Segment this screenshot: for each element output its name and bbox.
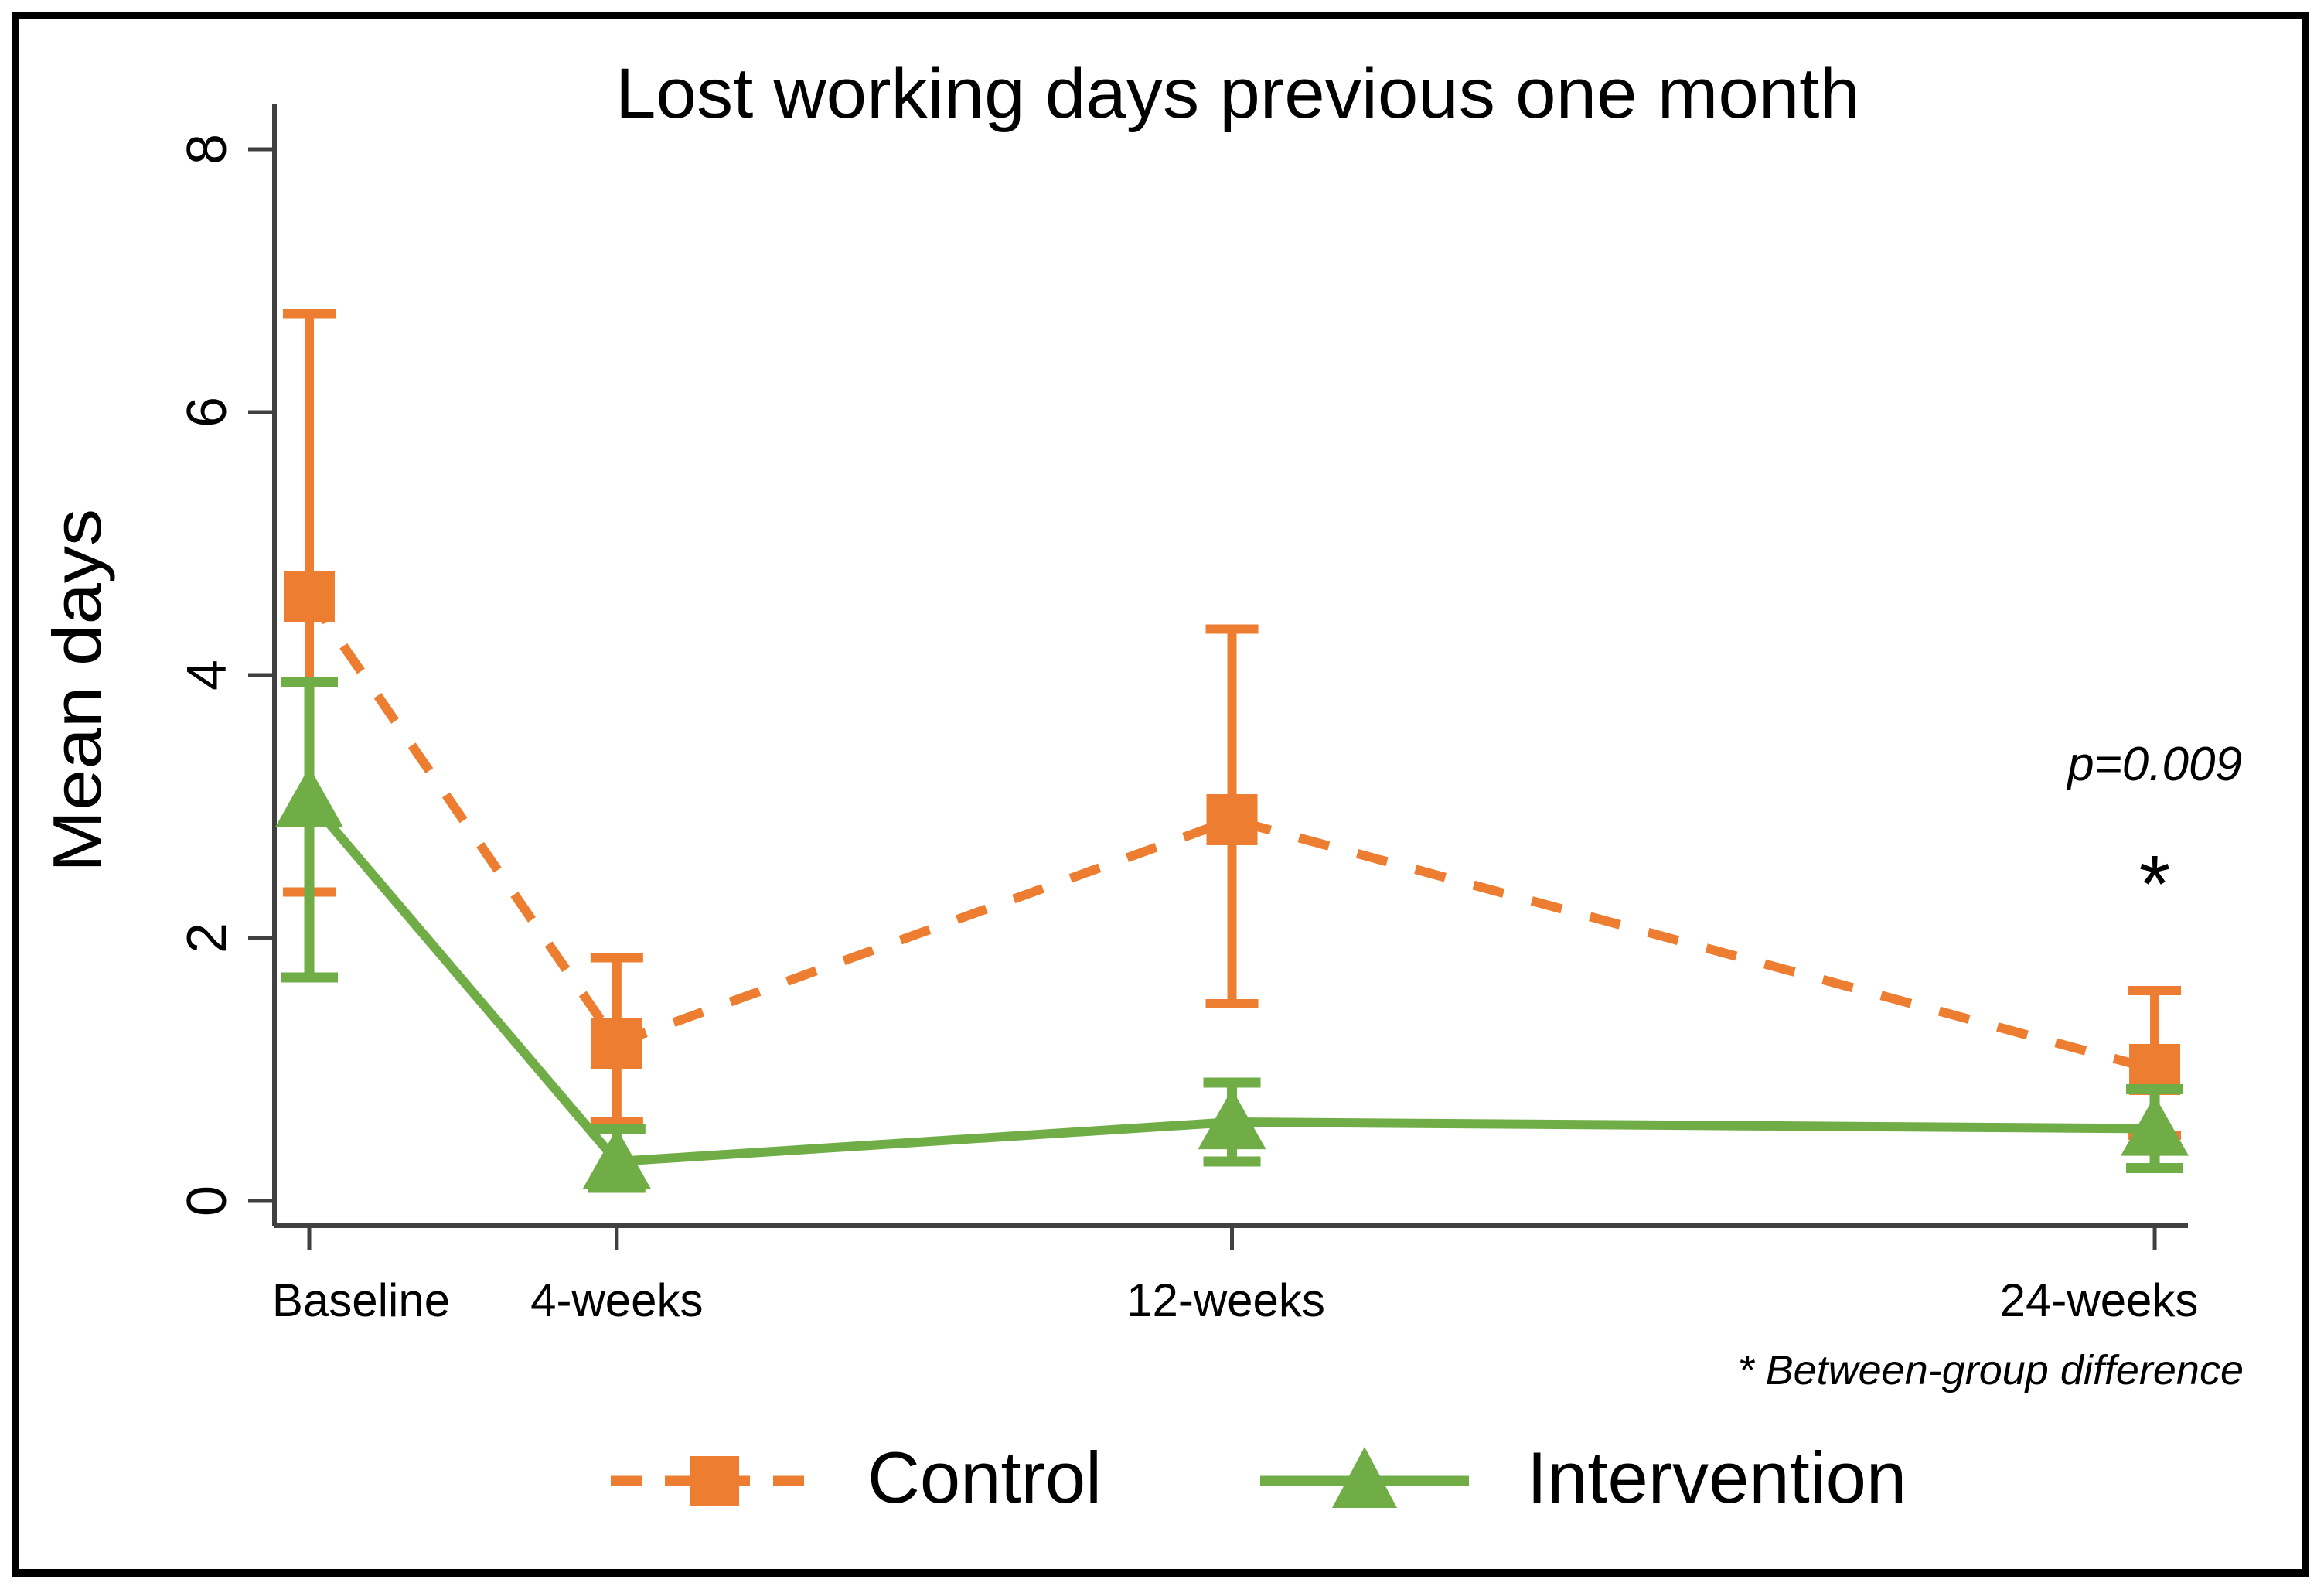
- control-marker: [284, 571, 335, 622]
- intervention-error-bar: [281, 677, 338, 983]
- intervention-line: [305, 796, 2155, 1167]
- p-value-annotation: p=0.009: [2066, 738, 2242, 791]
- control-series: [283, 309, 2182, 1140]
- x-tick-label: 24-weeks: [2000, 1274, 2199, 1326]
- legend-label-control: Control: [867, 1437, 1102, 1518]
- x-tick-label: 12-weeks: [1126, 1274, 1325, 1326]
- y-tick-label: 0: [176, 1185, 238, 1216]
- footnote: * Between-group difference: [1738, 1347, 2244, 1393]
- y-axis: 0 2 4 6 8: [176, 104, 277, 1226]
- x-tick-label: 4-weeks: [530, 1274, 703, 1326]
- y-tick-label: 8: [176, 134, 238, 165]
- control-legend-marker: [690, 1456, 739, 1506]
- intervention-legend-marker: [1332, 1447, 1397, 1508]
- intervention-series: [275, 677, 2189, 1193]
- legend-item-intervention: Intervention: [1260, 1437, 1907, 1518]
- x-tick-label: Baseline: [272, 1274, 450, 1326]
- y-tick-label: 4: [176, 660, 238, 691]
- intervention-marker: [2121, 1095, 2189, 1156]
- intervention-marker: [275, 766, 343, 827]
- y-tick-label: 2: [176, 923, 238, 953]
- figure-border: [12, 12, 2309, 1577]
- control-marker: [591, 1018, 642, 1069]
- significance-asterisk: *: [2139, 839, 2171, 930]
- intervention-marker: [1198, 1089, 1266, 1150]
- legend-label-intervention: Intervention: [1527, 1437, 1907, 1518]
- y-axis-label: Mean days: [39, 509, 115, 872]
- y-tick-label: 6: [176, 397, 238, 428]
- x-axis: Baseline 4-weeks 12-weeks 24-weeks: [272, 1223, 2199, 1326]
- series-layer: [275, 309, 2189, 1193]
- control-marker: [1206, 794, 1258, 845]
- intervention-marker: [582, 1128, 651, 1189]
- legend-item-control: Control: [611, 1437, 1102, 1518]
- control-line: [305, 593, 2156, 1074]
- legend: Control Intervention: [611, 1437, 1907, 1518]
- chart-title: Lost working days previous one month: [615, 54, 1860, 133]
